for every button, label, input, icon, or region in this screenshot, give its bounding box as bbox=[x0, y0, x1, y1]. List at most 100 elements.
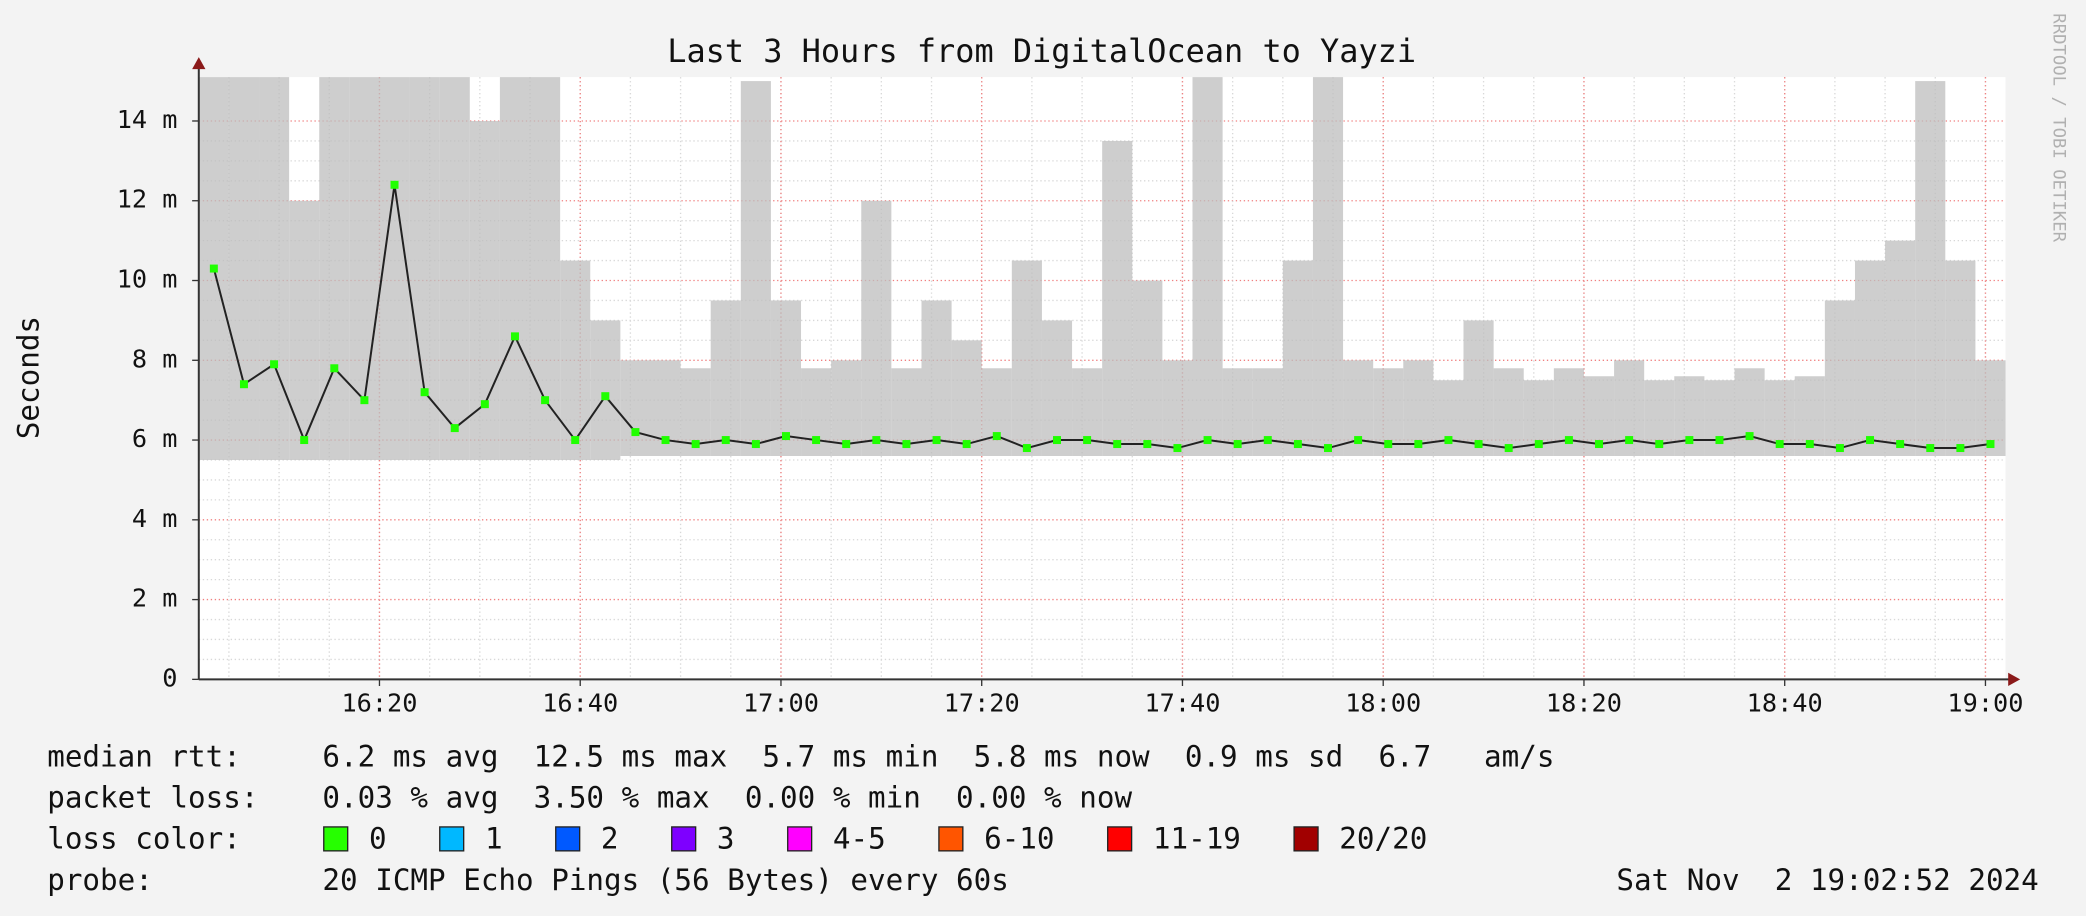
smoke-band bbox=[1192, 77, 1223, 457]
smoke-band bbox=[1282, 260, 1313, 457]
median-mark bbox=[390, 180, 399, 189]
median-mark bbox=[1384, 440, 1393, 449]
median-mark bbox=[1173, 444, 1182, 453]
median-mark bbox=[541, 396, 550, 405]
median-mark bbox=[1564, 436, 1573, 445]
median-mark bbox=[571, 436, 580, 445]
smoke-band bbox=[710, 300, 741, 457]
median-mark bbox=[661, 436, 670, 445]
smoke-band bbox=[1854, 260, 1886, 457]
median-mark bbox=[1143, 440, 1152, 449]
smoke-band bbox=[740, 81, 771, 457]
median-mark bbox=[420, 388, 429, 397]
median-mark bbox=[1233, 440, 1242, 449]
smoke-band bbox=[1493, 368, 1524, 457]
stats-text: 0.03 % avg 3.50 % max 0.00 % min 0.00 % … bbox=[322, 781, 1132, 815]
median-mark bbox=[932, 436, 941, 445]
median-mark bbox=[1896, 440, 1905, 449]
y-tick-label: 8 m bbox=[132, 344, 178, 373]
x-tick-label: 18:00 bbox=[1345, 689, 1421, 718]
smoke-band bbox=[1463, 320, 1494, 457]
median-mark bbox=[330, 364, 339, 373]
loss-swatch bbox=[323, 826, 349, 852]
smoke-band bbox=[319, 77, 350, 460]
smoke-band bbox=[1433, 380, 1464, 457]
median-mark bbox=[1324, 444, 1332, 453]
median-mark bbox=[812, 436, 821, 445]
median-mark bbox=[1354, 436, 1363, 445]
median-mark bbox=[1956, 444, 1965, 453]
median-line bbox=[212, 184, 1991, 450]
y-tick-label: 12 m bbox=[117, 185, 178, 214]
loss-color-label: 20/20 bbox=[1339, 822, 1427, 856]
median-mark bbox=[1263, 436, 1272, 445]
median-mark bbox=[872, 436, 881, 445]
smoke-band bbox=[379, 77, 410, 460]
chart-title: Last 3 Hours from DigitalOcean to Yayzi bbox=[667, 32, 1416, 70]
median-mark bbox=[781, 432, 790, 441]
median-mark bbox=[902, 440, 911, 449]
median-mark bbox=[1053, 436, 1061, 445]
median-mark bbox=[1775, 440, 1784, 449]
smoke-band bbox=[1824, 300, 1855, 457]
smoke-band bbox=[1734, 368, 1765, 457]
loss-color-label: 11-19 bbox=[1153, 822, 1241, 856]
median-mark bbox=[510, 332, 519, 341]
loss-color-label: 4-5 bbox=[833, 822, 886, 856]
credit: RRDTOOL / TOBI OETIKER bbox=[2049, 13, 2069, 242]
median-mark bbox=[1534, 440, 1543, 449]
median-mark bbox=[1926, 444, 1935, 453]
smoke-band bbox=[259, 77, 290, 460]
median-mark bbox=[1414, 440, 1423, 449]
median-mark bbox=[1444, 436, 1453, 445]
smoke-band bbox=[1162, 360, 1193, 457]
marks bbox=[198, 77, 2006, 460]
y-tick-label: 6 m bbox=[132, 424, 178, 453]
loss-label: loss color: bbox=[47, 822, 241, 856]
median-mark bbox=[209, 264, 218, 273]
x-tick-label: 16:40 bbox=[542, 689, 618, 718]
median-mark bbox=[1715, 436, 1724, 445]
smoke-band bbox=[409, 77, 440, 460]
x-tick-label: 17:20 bbox=[944, 689, 1020, 718]
median-mark bbox=[992, 432, 1001, 441]
median-mark bbox=[601, 392, 610, 401]
axes bbox=[192, 57, 2021, 687]
smoke-band bbox=[1011, 260, 1042, 457]
y-tick-label: 4 m bbox=[132, 504, 178, 533]
loss-color-label: 2 bbox=[601, 822, 619, 856]
loss-swatch bbox=[439, 826, 465, 852]
median-mark bbox=[1083, 436, 1092, 445]
loss-swatch bbox=[555, 826, 581, 852]
smoke-band bbox=[228, 77, 260, 460]
loss-color-label: 6-10 bbox=[984, 822, 1054, 856]
probe-label: probe: bbox=[47, 863, 153, 897]
smoke-band bbox=[861, 200, 892, 457]
median-mark bbox=[480, 400, 489, 409]
y-tick-label: 10 m bbox=[117, 265, 178, 294]
smoke-band bbox=[1312, 77, 1344, 457]
median-mark bbox=[1685, 436, 1694, 445]
smoke-band bbox=[1102, 140, 1133, 457]
x-tick-label: 17:00 bbox=[743, 689, 819, 718]
smoke-band bbox=[1885, 240, 1916, 457]
y-tick-label: 2 m bbox=[132, 584, 178, 613]
median-mark bbox=[1022, 444, 1031, 453]
loss-swatch bbox=[787, 826, 813, 852]
x-arrow bbox=[2008, 672, 2021, 687]
stats-text: 6.2 ms avg 12.5 ms max 5.7 ms min 5.8 ms… bbox=[322, 739, 1554, 773]
median-mark bbox=[1745, 432, 1754, 441]
loss-swatch bbox=[671, 826, 697, 852]
smoke-band bbox=[289, 200, 320, 460]
smoke-band bbox=[770, 300, 802, 457]
smoke-band bbox=[499, 77, 531, 460]
median-mark bbox=[1986, 440, 1995, 449]
smoke-band bbox=[1945, 260, 1976, 457]
median-mark bbox=[842, 440, 851, 449]
median-mark bbox=[270, 360, 279, 369]
probe-text: 20 ICMP Echo Pings (56 Bytes) every 60s bbox=[322, 863, 1008, 897]
y-tick-label: 0 bbox=[162, 663, 177, 692]
x-tick-label: 16:20 bbox=[341, 689, 417, 718]
